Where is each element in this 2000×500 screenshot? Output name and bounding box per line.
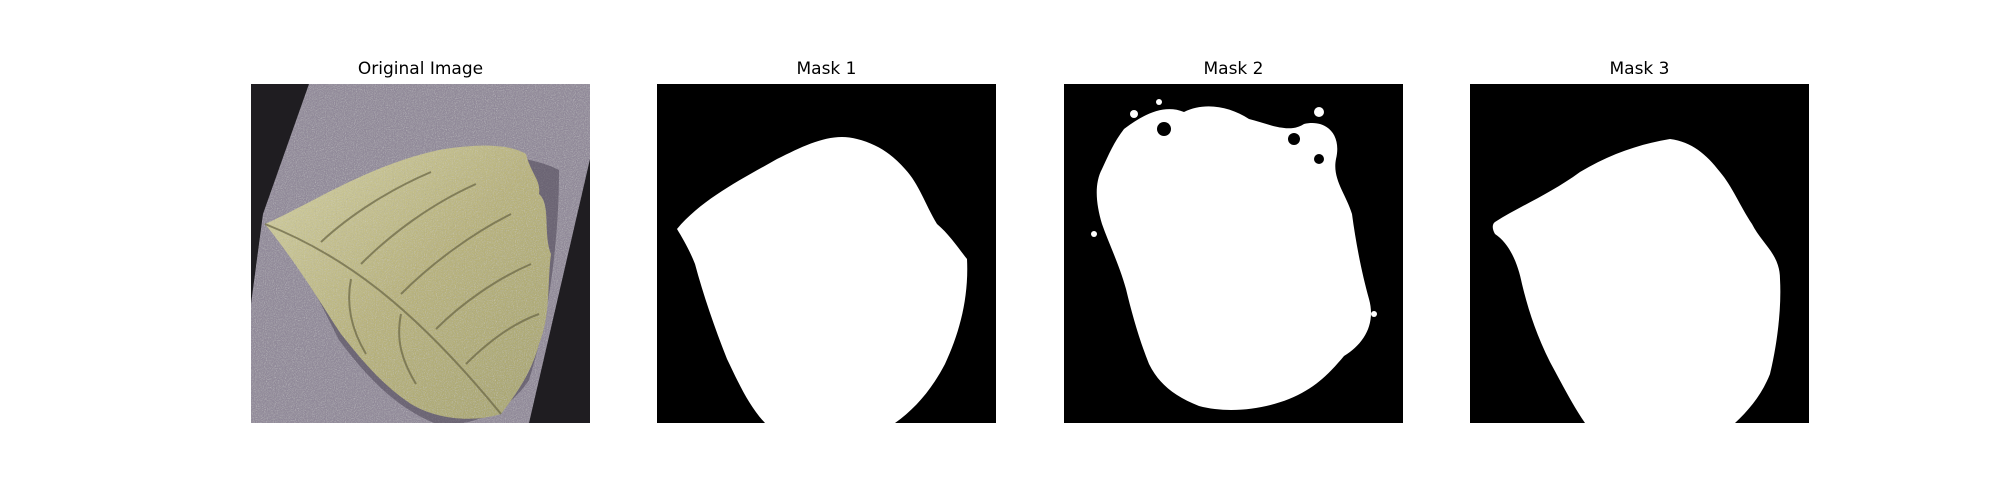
panel-title-mask-1: Mask 1 xyxy=(796,59,857,79)
mask-1-image xyxy=(657,84,996,423)
leaf-veins xyxy=(264,171,540,415)
mask-2-holes xyxy=(1157,122,1324,164)
panel-title-mask-3: Mask 3 xyxy=(1609,59,1670,79)
original-image xyxy=(251,84,590,423)
mask-2-panel xyxy=(1064,84,1403,423)
mask-2-speckles xyxy=(1091,99,1377,317)
panel-title-original: Original Image xyxy=(357,59,484,79)
mask-2-shape xyxy=(1096,106,1372,410)
mask-1-shape xyxy=(677,136,968,423)
mask-3-panel xyxy=(1470,84,1809,423)
mask-3-shape xyxy=(1492,139,1781,423)
mask-1-panel xyxy=(657,84,996,423)
panel-title-mask-2: Mask 2 xyxy=(1203,59,1264,79)
mask-3-image xyxy=(1470,84,1809,423)
mask-2-image xyxy=(1064,84,1403,423)
original-image-panel xyxy=(251,84,590,423)
